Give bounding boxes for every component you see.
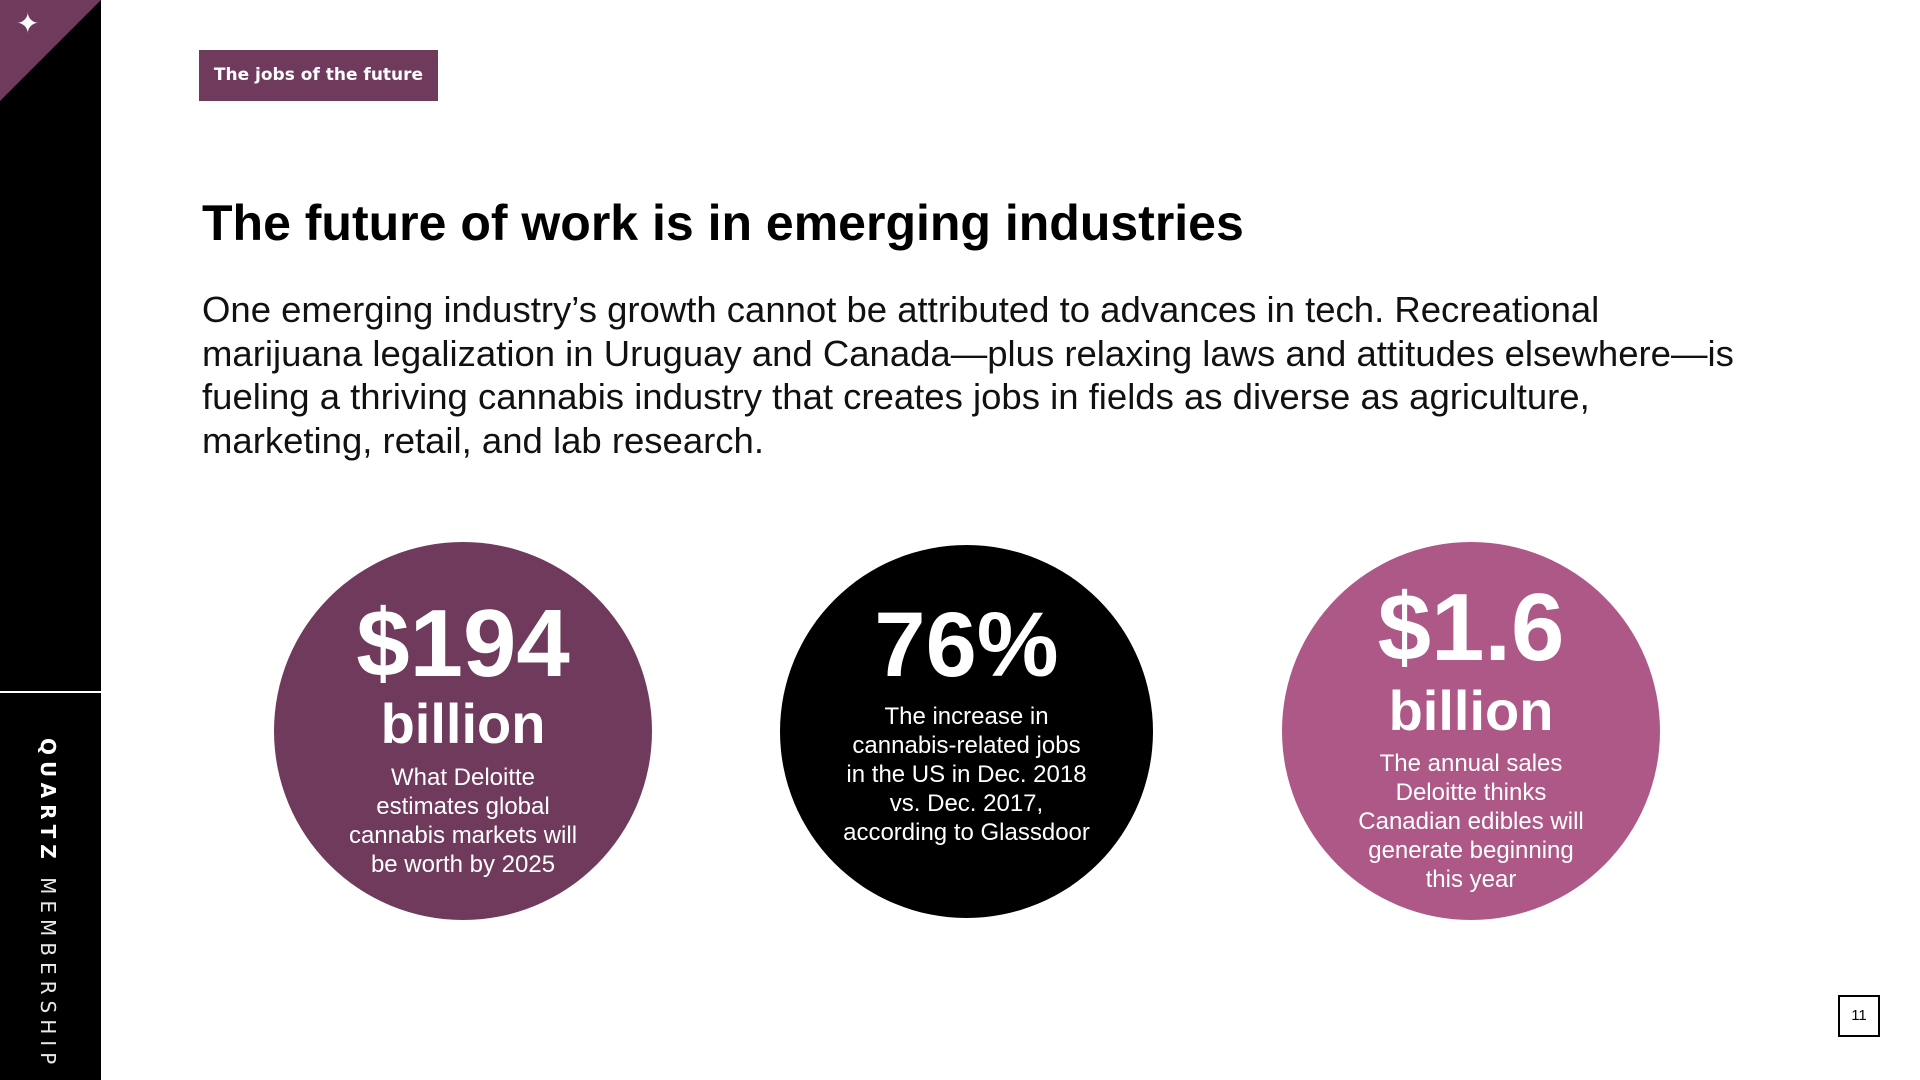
stat-circle-market-size: $194 billion What Deloitte estimates glo… [274, 542, 652, 920]
page-title: The future of work is in emerging indust… [202, 195, 1244, 251]
brand-subtitle: MEMBERSHIP [36, 877, 60, 1071]
body-paragraph: One emerging industry’s growth cannot be… [202, 289, 1734, 461]
stat-unit: billion [1388, 679, 1554, 742]
stat-description: The increase in cannabis-related jobs in… [843, 703, 1090, 846]
sidebar-divider [0, 691, 101, 693]
stat-unit: billion [380, 692, 546, 755]
stat-circle-job-increase: 76% The increase in cannabis-related job… [780, 545, 1153, 918]
stat-value: $1.6 [1377, 574, 1565, 681]
stat-description: What Deloitte estimates global cannabis … [348, 764, 578, 878]
section-tag: The jobs of the future [199, 50, 438, 101]
stat-circle-edibles-sales: $1.6 billion The annual sales Deloitte t… [1282, 542, 1660, 920]
stat-description: The annual sales Deloitte thinks Canadia… [1358, 750, 1584, 893]
sidebar: ✦ QUARTZ MEMBERSHIP [0, 0, 101, 1080]
stat-value: 76% [874, 594, 1059, 696]
brand-name: QUARTZ [36, 738, 60, 865]
sparkle-icon: ✦ [16, 7, 40, 40]
brand-wordmark: QUARTZ MEMBERSHIP [36, 738, 60, 1070]
stat-value: $194 [356, 590, 570, 697]
corner-accent [0, 0, 101, 101]
page-number: 11 [1838, 995, 1880, 1037]
